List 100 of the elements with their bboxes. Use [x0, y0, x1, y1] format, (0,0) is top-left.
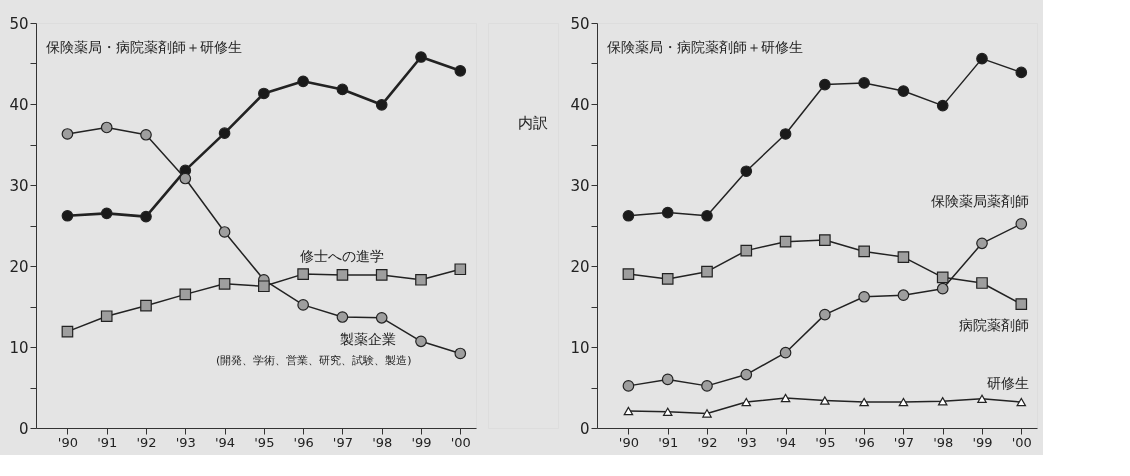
x-tick-label: '92 — [136, 434, 157, 450]
x-tick-label: '91 — [658, 434, 679, 450]
x-tick-label: '98 — [372, 434, 393, 450]
x-tick-label: '96 — [854, 434, 875, 450]
x-tick-label: '91 — [97, 434, 118, 450]
y-tick-label: 30 — [570, 176, 590, 195]
point — [661, 373, 674, 386]
point — [858, 245, 870, 258]
y-tick-label: 40 — [9, 95, 29, 114]
point — [936, 99, 949, 112]
x-tick-label: '97 — [893, 434, 914, 450]
point — [415, 51, 427, 63]
point — [936, 282, 949, 295]
x-tick-label: '95 — [815, 434, 836, 450]
point — [740, 165, 753, 178]
x-tick-label: '93 — [736, 434, 757, 450]
x-tick-label: '90 — [57, 434, 78, 450]
point — [297, 75, 309, 88]
point — [623, 406, 634, 416]
point — [61, 128, 74, 140]
point — [858, 290, 870, 303]
y-tick-label: 50 — [570, 14, 590, 33]
point — [258, 280, 270, 293]
point — [898, 397, 909, 407]
point — [415, 335, 427, 348]
y-tick-label: 0 — [579, 419, 590, 438]
point — [819, 308, 831, 321]
point — [702, 409, 712, 418]
series-label: 製薬企業 — [339, 330, 396, 347]
x-tick-label: '97 — [332, 434, 353, 450]
point — [937, 397, 948, 406]
point — [61, 209, 74, 222]
y-tick-label: 0 — [18, 419, 29, 438]
point — [336, 311, 349, 323]
point — [140, 210, 152, 223]
point — [897, 289, 910, 301]
text: 保険薬局・病院薬剤師＋研修生 — [46, 39, 242, 55]
point — [740, 368, 753, 381]
point — [218, 277, 231, 290]
series-label: 研修生 — [987, 375, 1030, 392]
point — [740, 244, 753, 257]
point — [661, 273, 674, 285]
point — [779, 128, 792, 140]
point — [297, 299, 309, 311]
point — [976, 277, 988, 289]
x-tick-label: '00 — [450, 434, 471, 450]
series-label: 修士への進学 — [300, 247, 385, 264]
point — [780, 393, 791, 403]
point — [897, 251, 910, 263]
point — [1016, 397, 1027, 407]
point — [741, 397, 752, 407]
x-tick-label: '00 — [1011, 434, 1032, 450]
point — [454, 347, 467, 360]
point — [375, 98, 388, 111]
y-tick-label: 50 — [9, 14, 29, 33]
text: 内訳 — [518, 114, 548, 132]
point — [622, 209, 635, 222]
point — [1015, 66, 1028, 79]
x-tick-label: '96 — [293, 434, 314, 450]
point — [140, 128, 152, 141]
y-tick-label: 10 — [9, 338, 29, 357]
point — [779, 235, 792, 248]
point — [100, 310, 113, 323]
point — [179, 172, 192, 185]
point — [977, 394, 987, 404]
series-label: 保険薬局薬剤師 — [931, 192, 1030, 209]
point — [336, 269, 349, 281]
point — [258, 87, 270, 100]
point — [661, 206, 674, 219]
point — [819, 234, 831, 246]
y-tick-label: 40 — [570, 95, 590, 114]
text: 保険薬局・病院薬剤師＋研修生 — [607, 39, 803, 55]
x-tick-label: '92 — [697, 434, 718, 450]
point — [936, 271, 949, 284]
point — [701, 209, 713, 222]
x-tick-label: '99 — [411, 434, 432, 450]
point — [858, 77, 870, 89]
series-label: 病院薬剤師 — [959, 317, 1030, 334]
x-tick-label: '94 — [215, 434, 236, 450]
point — [100, 121, 113, 134]
point — [976, 52, 988, 65]
point — [454, 263, 467, 276]
point — [336, 83, 349, 96]
x-tick-label: '90 — [618, 434, 639, 450]
point — [897, 85, 910, 97]
point — [100, 207, 113, 220]
point — [454, 64, 467, 77]
point — [140, 299, 152, 312]
point — [976, 237, 988, 250]
point — [1015, 218, 1028, 230]
x-tick-label: '95 — [254, 434, 275, 450]
point — [662, 407, 673, 417]
point — [701, 265, 713, 278]
x-tick-label: '99 — [972, 434, 993, 450]
point — [375, 312, 388, 324]
y-tick-label: 20 — [9, 257, 29, 276]
point — [622, 268, 635, 280]
point — [415, 273, 427, 286]
x-tick-label: '93 — [175, 434, 196, 450]
point — [179, 288, 192, 301]
